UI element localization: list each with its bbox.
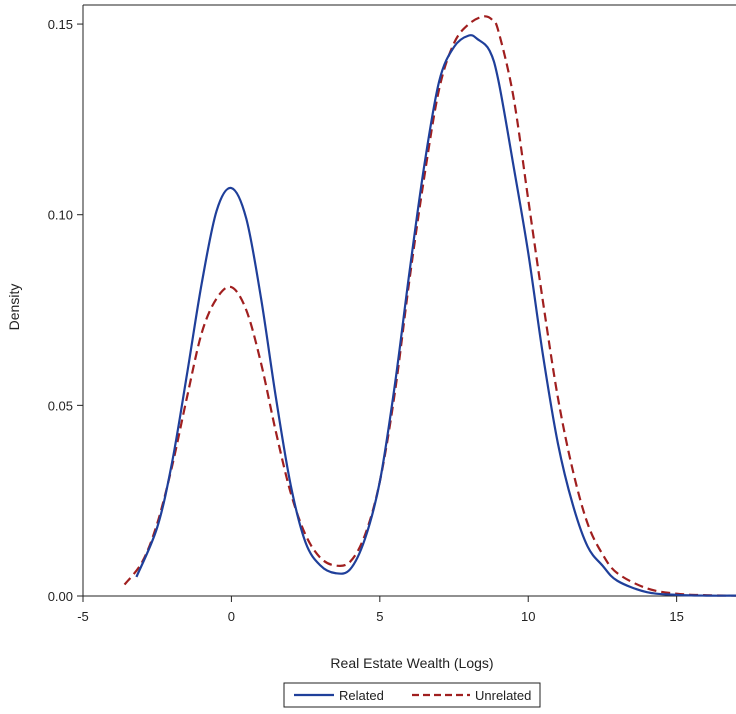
legend-label-related: Related: [339, 688, 384, 703]
legend: Related Unrelated: [283, 682, 541, 708]
y-axis-label: Density: [6, 284, 22, 331]
y-tick-label: 0.15: [48, 17, 73, 32]
y-tick-label: 0.00: [48, 589, 73, 604]
x-tick-label: 5: [376, 609, 383, 624]
x-axis-label: Real Estate Wealth (Logs): [330, 655, 493, 671]
x-tick-label: 10: [521, 609, 535, 624]
legend-label-unrelated: Unrelated: [475, 688, 531, 703]
y-tick-label: 0.05: [48, 398, 73, 413]
x-tick-label: 0: [228, 609, 235, 624]
x-tick-label: -5: [77, 609, 89, 624]
series-line-related: [135, 34, 736, 597]
series-line-unrelated: [123, 15, 736, 597]
x-tick-label: 15: [669, 609, 683, 624]
y-tick-label: 0.10: [48, 208, 73, 223]
